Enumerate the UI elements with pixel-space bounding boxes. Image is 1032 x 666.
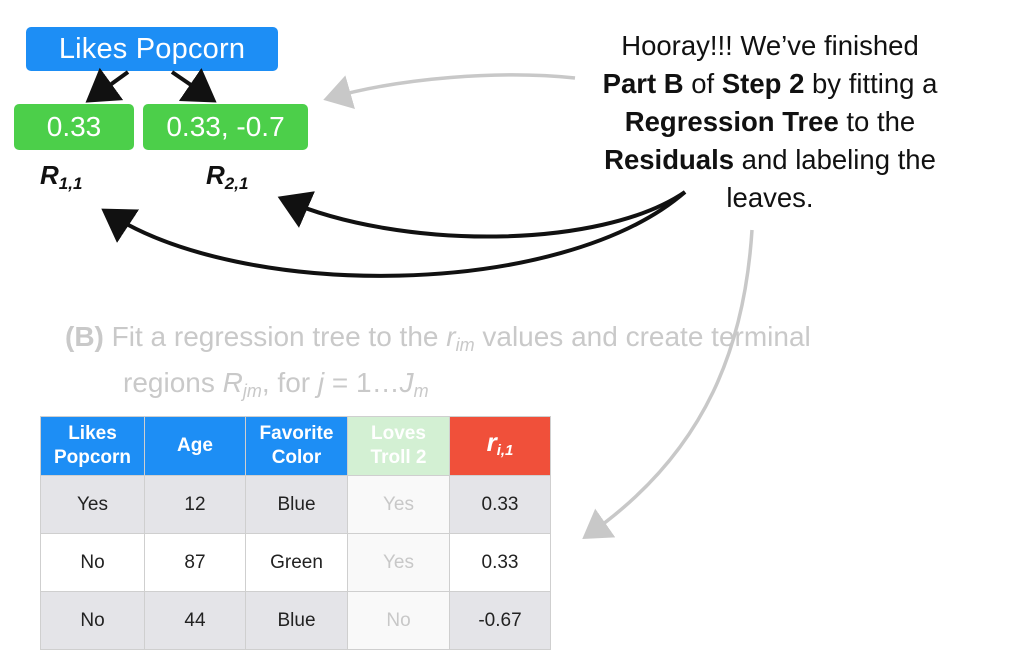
data-table: Likes Popcorn Age Favorite Color Loves Trol… <box>40 416 551 650</box>
tree-edge-right-arrow <box>170 67 217 103</box>
leaf-right-value: 0.33, -0.7 <box>166 111 285 142</box>
tree-leaf-right: 0.33, -0.7 <box>143 104 308 150</box>
callout-to-region-right-arrow <box>277 190 687 239</box>
table-row: No 44 Blue No -0.67 <box>40 591 551 650</box>
header-favorite-color: Favorite Color <box>245 416 348 476</box>
header-loves-troll2: Loves Troll 2 <box>347 416 450 476</box>
tree-root-label: Likes Popcorn <box>58 32 246 65</box>
region-label-right: R2,1 <box>206 160 249 193</box>
callout-to-table-arrow <box>582 229 754 540</box>
callout-to-region-left-arrow <box>101 190 687 278</box>
leaf-left-value: 0.33 <box>46 111 102 142</box>
step-b-text: (B) Fit a regression tree to the rim val… <box>65 321 811 401</box>
table-header-row: Likes Popcorn Age Favorite Color Loves Trol… <box>40 416 551 476</box>
tree-root-node: Likes Popcorn <box>26 27 278 71</box>
callout-to-tree-arrow <box>323 73 576 110</box>
tree-edge-left-arrow <box>85 67 130 103</box>
header-residual: ri,1 <box>449 416 551 476</box>
callout-text: Hooray!!! We’ve finished Part B of Step … <box>602 30 938 213</box>
region-label-left: R1,1 <box>40 160 83 193</box>
tree-leaf-left: 0.33 <box>14 104 134 150</box>
